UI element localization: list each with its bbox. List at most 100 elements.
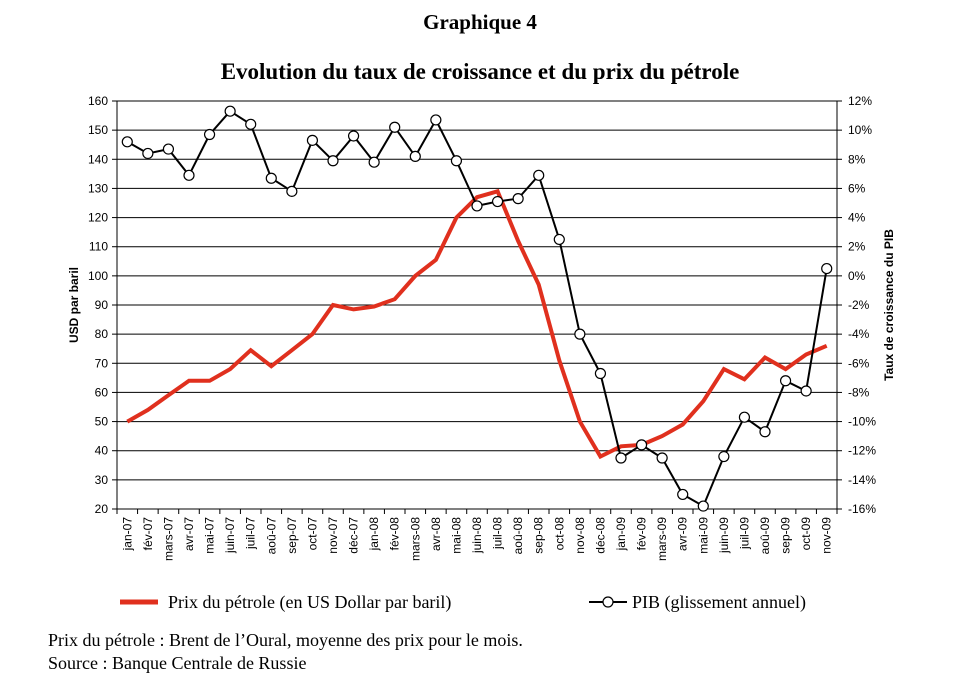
legend-gdp-swatch [589,596,627,608]
left-tick-label: 70 [95,356,109,370]
series-layer [121,105,833,512]
gdp-line [126,109,828,508]
gdp-point [656,452,668,464]
legend-oil-swatch [120,599,158,605]
gdp-point [409,150,421,162]
x-tick-label: nov-08 [573,517,587,554]
x-tick-label: aoû-08 [511,517,525,555]
x-tick-label: juil-08 [491,517,505,550]
oil-price-line [126,188,828,460]
gdp-point [327,155,339,167]
right-tick-label: -6% [848,356,870,370]
gdp-point [615,452,627,464]
x-tick-label: avr-09 [676,517,690,551]
gdp-point [594,367,607,380]
legend-gdp: PIB (glissement annuel) [588,589,806,615]
left-tick-label: 30 [95,473,109,487]
right-tick-label: -8% [848,385,870,399]
x-tick-label: mars-09 [655,517,669,561]
left-tick-label: 50 [95,415,109,429]
gdp-point [553,233,565,246]
left-tick-label: 160 [88,94,108,108]
x-tick-label: fév-09 [635,517,649,551]
left-tick-label: 110 [89,240,108,254]
gdp-point [533,169,545,181]
right-tick-label: 2% [848,240,866,254]
right-axis-title: Taux de croissance du PIB [882,229,896,381]
gdp-point [347,130,360,142]
x-tick-label: sep-07 [285,517,299,554]
legend-oil-label: Prix du pétrole (en US Dollar par baril) [168,591,452,612]
gdp-point [389,121,401,133]
gdp-point [450,155,463,167]
x-tick-label: juin-07 [223,517,237,554]
gdp-point [512,193,524,205]
x-tick-label: sep-08 [532,517,546,554]
gdp-point [491,195,504,208]
gdp-point [286,185,298,197]
gdp-point [142,147,154,160]
gdp-point [779,375,792,387]
right-tick-label: 8% [848,152,866,166]
x-tick-label: mars-08 [408,517,422,561]
x-tick-label: sep-09 [779,517,793,554]
x-tick-label: nov-09 [820,517,834,554]
gdp-point [759,426,771,438]
right-tick-label: 4% [848,211,866,225]
right-tick-label: 6% [848,181,866,195]
chart-title: Evolution du taux de croissance et du pr… [220,59,740,84]
left-tick-label: 120 [88,211,108,225]
gdp-point [183,169,195,181]
x-tick-label: déc-07 [347,517,361,554]
gdp-point [471,200,483,212]
x-tick-label: oct-08 [552,517,566,551]
x-tick-label: mars-07 [161,517,175,561]
x-tick-label: avr-07 [182,517,196,551]
gdp-point [635,439,648,451]
left-tick-label: 140 [88,152,108,166]
x-tick-label: juin-09 [717,517,731,554]
x-axis-ticks: jan-07 fév-07 mars-07 avr-07 mai-07 juin-07 ju… [116,509,838,561]
gdp-point [265,172,277,184]
left-tick-label: 80 [95,327,109,341]
left-tick-label: 20 [95,502,109,516]
x-tick-label: juil-09 [737,517,751,550]
gdp-point [162,143,175,155]
left-tick-label: 60 [95,385,109,399]
x-tick-label: aoû-09 [758,517,772,555]
right-axis-ticks: -16% -14% -12% -10% -8% -6% -4% -2% 0% 2% 4% 6% 8% 10… [837,94,876,516]
left-tick-label: 90 [95,298,109,312]
gridlines [117,129,837,481]
right-tick-label: -2% [848,298,870,312]
gdp-point [800,385,812,397]
gdp-point [306,134,319,146]
left-tick-label: 100 [88,269,108,283]
footnote-data-source: Source : Banque Centrale de Russie [48,653,307,673]
x-tick-label: fév-08 [388,517,402,551]
x-tick-label: avr-08 [429,517,443,551]
gdp-point [677,488,689,501]
gdp-point [738,411,751,423]
left-tick-label: 40 [95,444,109,458]
x-tick-label: jan-09 [614,517,628,552]
right-tick-label: -16% [848,502,876,516]
x-tick-label: jan-07 [120,517,134,552]
gdp-point [574,328,586,340]
legend-oil: Prix du pétrole (en US Dollar par baril) [118,589,451,615]
x-tick-label: déc-08 [593,517,607,554]
gdp-point [368,156,380,168]
x-tick-label: mai-09 [696,517,710,554]
left-axis-title: USD par baril [67,267,81,343]
legend-gdp-label: PIB (glissement annuel) [632,591,806,612]
gdp-point [821,262,833,275]
gdp-point [203,128,216,141]
right-tick-label: -14% [848,473,876,487]
gdp-point [718,450,730,463]
right-tick-label: -10% [848,415,876,429]
x-tick-label: oct-09 [799,517,813,551]
x-tick-label: mai-07 [203,517,217,554]
left-tick-label: 150 [88,123,108,137]
right-tick-label: -4% [848,327,870,341]
x-tick-label: fév-07 [141,517,155,551]
